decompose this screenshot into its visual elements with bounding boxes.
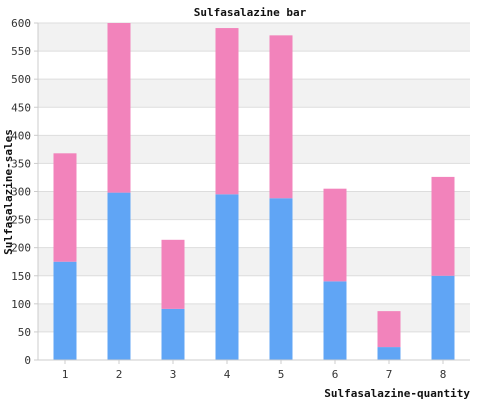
grid-band (38, 135, 470, 164)
grid-band (38, 331, 470, 360)
bar-segment-series-2-cat-6 (323, 188, 347, 282)
grid-band (38, 219, 470, 248)
y-tick-label: 300 (11, 186, 31, 199)
y-tick-label: 400 (11, 129, 31, 142)
x-axis-title: Sulfasalazine-quantity (324, 387, 470, 400)
bar-segment-series-2-cat-1 (53, 153, 77, 262)
y-tick-label: 150 (11, 270, 31, 283)
x-axis-ticks: 1 2 3 4 5 6 7 8 (62, 360, 447, 381)
y-tick-label: 50 (18, 326, 31, 339)
x-tick-label: 6 (332, 368, 339, 381)
x-tick-label: 8 (440, 368, 447, 381)
x-tick-label: 1 (62, 368, 69, 381)
y-axis-ticks: 0 50 100 150 200 250 300 350 400 450 500 550 600 (11, 17, 38, 367)
bar-segment-series-2-cat-4 (215, 28, 239, 195)
bar-segment-series-2-cat-7 (377, 311, 401, 348)
y-tick-label: 100 (11, 298, 31, 311)
y-tick-label: 550 (11, 45, 31, 58)
bar-segment-series-1-cat-6 (323, 281, 347, 360)
bar-segment-series-1-cat-3 (161, 308, 185, 360)
bar-segment-series-2-cat-2 (107, 23, 131, 193)
x-tick-label: 3 (170, 368, 177, 381)
bar-segment-series-2-cat-5 (269, 35, 293, 199)
grid-band (38, 107, 470, 136)
grid-band (38, 191, 470, 220)
bar-segment-series-1-cat-5 (269, 198, 293, 360)
bar-segment-series-1-cat-4 (215, 194, 239, 360)
bar-segment-series-1-cat-8 (431, 275, 455, 360)
grid-band (38, 275, 470, 304)
bar-segment-series-2-cat-3 (161, 239, 185, 309)
y-tick-label: 450 (11, 101, 31, 114)
x-tick-label: 7 (386, 368, 393, 381)
bars (53, 23, 455, 360)
bar-segment-series-2-cat-8 (431, 176, 455, 276)
plot-background (38, 22, 470, 361)
y-tick-label: 250 (11, 214, 31, 227)
chart-title: Sulfasalazine bar (194, 6, 307, 19)
bar-segment-series-1-cat-1 (53, 261, 77, 360)
y-axis-title: Sulfasalazine-sales (2, 129, 15, 255)
x-tick-label: 2 (116, 368, 123, 381)
grid-band (38, 51, 470, 80)
grid-band (38, 79, 470, 108)
y-tick-label: 200 (11, 242, 31, 255)
y-tick-label: 0 (24, 354, 31, 367)
grid-band (38, 247, 470, 276)
grid-band (38, 303, 470, 332)
bar-segment-series-1-cat-2 (107, 192, 131, 360)
y-tick-label: 350 (11, 157, 31, 170)
grid-band (38, 23, 470, 52)
bar-segment-series-1-cat-7 (377, 347, 401, 360)
grid-band (38, 163, 470, 192)
y-tick-label: 600 (11, 17, 31, 30)
y-tick-label: 500 (11, 73, 31, 86)
x-tick-label: 4 (224, 368, 231, 381)
x-tick-label: 5 (278, 368, 285, 381)
